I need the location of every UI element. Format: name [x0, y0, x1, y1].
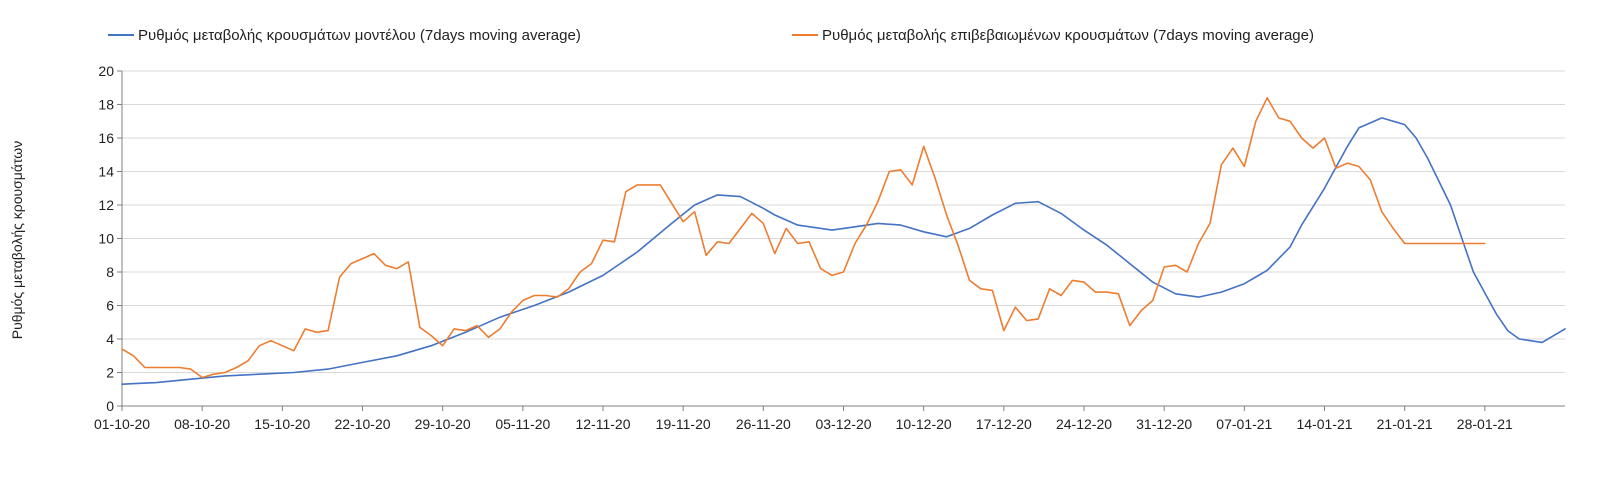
- x-tick-label: 28-01-21: [1457, 416, 1513, 432]
- y-tick-label: 12: [98, 197, 114, 213]
- x-tick-label: 05-11-20: [495, 416, 550, 432]
- x-tick-label: 17-12-20: [976, 416, 1032, 432]
- y-tick-label: 10: [98, 231, 114, 247]
- x-tick-label: 14-01-21: [1296, 416, 1352, 432]
- series-line-model: [121, 117, 1566, 386]
- x-tick-label: 10-12-20: [896, 416, 952, 432]
- x-tick-label: 24-12-20: [1056, 416, 1112, 432]
- y-tick-label: 8: [106, 264, 114, 280]
- x-tick-label: 31-12-20: [1136, 416, 1192, 432]
- y-tick-label: 2: [106, 365, 114, 381]
- x-axis-ticks: 01-10-20 08-10-20 15-10-20 22-10-20 29-10-20…: [94, 406, 1513, 432]
- y-tick-label: 16: [98, 130, 114, 146]
- y-tick-label: 18: [98, 97, 114, 113]
- gridlines: [122, 70, 1565, 373]
- axes: [121, 71, 1565, 407]
- x-tick-label: 12-11-20: [575, 416, 630, 432]
- x-tick-label: 29-10-20: [415, 416, 471, 432]
- x-tick-label: 07-01-21: [1216, 416, 1272, 432]
- x-tick-label: 21-01-21: [1377, 416, 1433, 432]
- y-axis-label: Ρυθμός μεταβολής κρουσμάτων: [9, 141, 25, 339]
- legend-label-model: Ρυθμός μεταβολής κρουσμάτων μοντέλου (7d…: [138, 27, 581, 44]
- x-tick-label: 22-10-20: [334, 416, 390, 432]
- x-tick-label: 15-10-20: [254, 416, 310, 432]
- series-line-confirmed: [121, 97, 1486, 379]
- x-tick-label: 08-10-20: [174, 416, 230, 432]
- x-tick-label: 01-10-20: [94, 416, 150, 432]
- series-lines: [121, 97, 1566, 386]
- legend-label-confirmed: Ρυθμός μεταβολής επιβεβαιωμένων κρουσμάτ…: [822, 27, 1314, 44]
- y-tick-label: 6: [106, 298, 114, 314]
- x-tick-label: 26-11-20: [736, 416, 791, 432]
- legend: Ρυθμός μεταβολής κρουσμάτων μοντέλου (7d…: [108, 27, 1314, 44]
- y-tick-label: 4: [106, 331, 114, 347]
- y-tick-label: 20: [98, 63, 114, 79]
- y-tick-label: 0: [106, 398, 114, 414]
- x-tick-label: 03-12-20: [815, 416, 871, 432]
- y-axis-ticks: 0 2 4 6 8 10 12 14 16 18 20: [98, 63, 122, 414]
- y-tick-label: 14: [98, 164, 114, 180]
- x-tick-label: 19-11-20: [656, 416, 711, 432]
